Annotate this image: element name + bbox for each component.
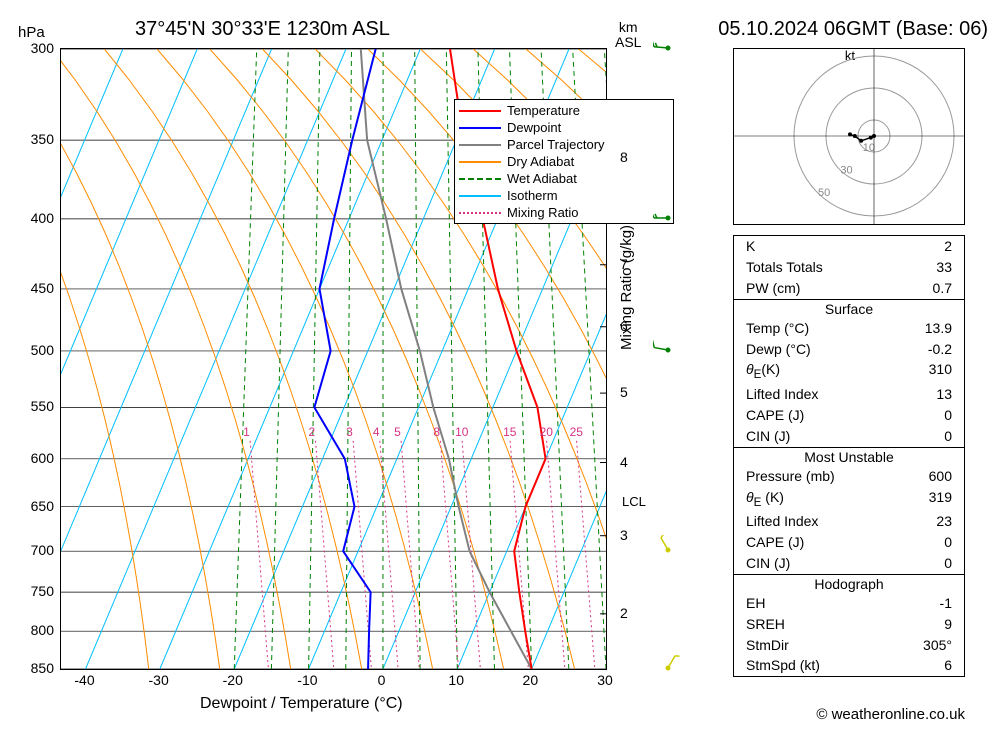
mixing-ratio-tick: 3 [346, 425, 353, 439]
index-row: Temp (°C)13.9 [734, 318, 964, 339]
legend-item: Wet Adiabat [459, 170, 669, 187]
mixing-ratio-tick: 20 [540, 425, 553, 439]
mixing-ratio-tick: 2 [309, 425, 316, 439]
index-row: CIN (J)0 [734, 426, 964, 447]
mixing-ratio-axis-label: Mixing Ratio (g/kg) [618, 225, 635, 350]
altitude-tick: 3 [620, 527, 628, 543]
index-row: SREH9 [734, 614, 964, 635]
pressure-tick: 550 [22, 398, 54, 414]
legend-item: Dry Adiabat [459, 153, 669, 170]
section-title: Surface [734, 299, 964, 318]
legend-item: Isotherm [459, 187, 669, 204]
legend-item: Mixing Ratio [459, 204, 669, 221]
pressure-tick: 650 [22, 498, 54, 514]
legend-item: Temperature [459, 102, 669, 119]
mixing-ratio-tick: 15 [503, 425, 516, 439]
indices-table: K2Totals Totals33PW (cm)0.7SurfaceTemp (… [733, 235, 965, 677]
index-row: StmSpd (kt)6 [734, 655, 964, 676]
datetime-title: 05.10.2024 06GMT (Base: 06) [718, 18, 988, 41]
index-row: Lifted Index13 [734, 384, 964, 405]
temp-tick: -20 [213, 672, 253, 688]
svg-text:50: 50 [818, 187, 830, 199]
legend-item: Dewpoint [459, 119, 669, 136]
index-row: θE (K)319 [734, 487, 964, 512]
temp-tick: 20 [510, 672, 550, 688]
mixing-ratio-tick: 10 [455, 425, 468, 439]
copyright-text: © weatheronline.co.uk [816, 706, 965, 723]
altitude-tick: 4 [620, 454, 628, 470]
temp-tick: 10 [436, 672, 476, 688]
wind-barb [653, 335, 683, 365]
temp-tick: -10 [287, 672, 327, 688]
index-row: Lifted Index23 [734, 511, 964, 532]
svg-text:30: 30 [840, 165, 852, 177]
index-row: StmDir305° [734, 635, 964, 656]
pressure-tick: 500 [22, 342, 54, 358]
pressure-tick: 400 [22, 210, 54, 226]
pressure-axis-label: hPa [18, 24, 45, 41]
index-row: Dewp (°C)-0.2 [734, 339, 964, 360]
pressure-tick: 700 [22, 542, 54, 558]
index-row: θE(K)310 [734, 359, 964, 384]
index-row: CAPE (J)0 [734, 405, 964, 426]
mixing-ratio-tick: 25 [570, 425, 583, 439]
mixing-ratio-tick: 1 [243, 425, 250, 439]
svg-text:10: 10 [863, 142, 875, 154]
altitude-tick: 8 [620, 149, 628, 165]
section-title: Hodograph [734, 574, 964, 593]
temp-tick: -40 [65, 672, 105, 688]
legend-item: Parcel Trajectory [459, 136, 669, 153]
pressure-tick: 800 [22, 622, 54, 638]
pressure-tick: 850 [22, 660, 54, 676]
pressure-tick: 600 [22, 450, 54, 466]
location-title: 37°45'N 30°33'E 1230m ASL [135, 18, 390, 41]
mixing-ratio-tick: 5 [394, 425, 401, 439]
pressure-tick: 750 [22, 583, 54, 599]
hodograph: 10 30 50 [733, 48, 965, 225]
wind-barb [653, 535, 683, 565]
skew-t-chart: TemperatureDewpointParcel TrajectoryDry … [60, 48, 607, 670]
temp-tick: -30 [139, 672, 179, 688]
pressure-tick: 300 [22, 40, 54, 56]
index-row: Totals Totals33 [734, 257, 964, 278]
wind-barb [653, 653, 683, 683]
temp-tick: 0 [362, 672, 402, 688]
pressure-tick: 350 [22, 131, 54, 147]
altitude-axis-label: kmASL [615, 20, 641, 51]
pressure-tick: 450 [22, 280, 54, 296]
index-row: CIN (J)0 [734, 553, 964, 574]
section-title: Most Unstable [734, 447, 964, 466]
altitude-tick: 2 [620, 605, 628, 621]
altitude-tick: 5 [620, 384, 628, 400]
chart-legend: TemperatureDewpointParcel TrajectoryDry … [454, 99, 674, 224]
x-axis-label: Dewpoint / Temperature (°C) [200, 695, 403, 713]
index-row: EH-1 [734, 593, 964, 614]
index-row: K2 [734, 236, 964, 257]
mixing-ratio-tick: 8 [433, 425, 440, 439]
index-row: Pressure (mb)600 [734, 466, 964, 487]
index-row: CAPE (J)0 [734, 532, 964, 553]
index-row: PW (cm)0.7 [734, 278, 964, 299]
wind-barb [653, 203, 683, 233]
mixing-ratio-tick: 4 [373, 425, 380, 439]
lcl-label: LCL [622, 494, 646, 509]
wind-barb [653, 33, 683, 63]
temp-tick: 30 [585, 672, 625, 688]
